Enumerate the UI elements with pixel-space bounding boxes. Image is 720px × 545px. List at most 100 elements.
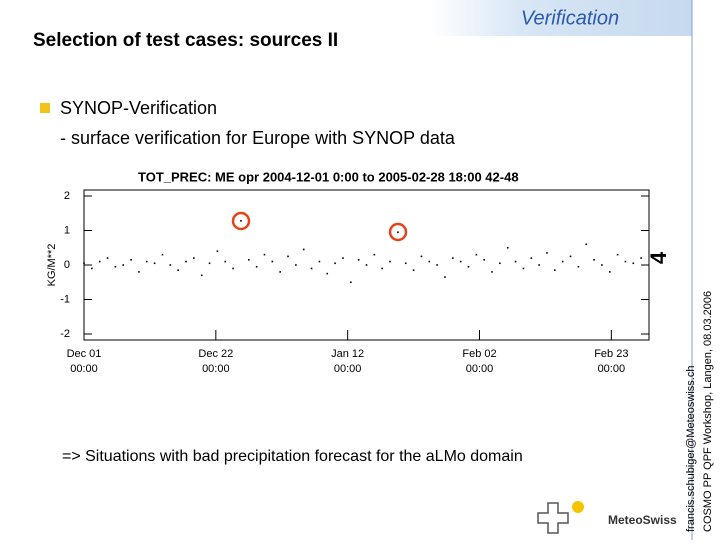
logo-cross (537, 502, 569, 534)
point (240, 220, 242, 222)
point (193, 257, 195, 259)
point (208, 262, 211, 265)
y-tick-label: 2 (64, 190, 70, 202)
point (122, 264, 125, 266)
point (365, 264, 368, 266)
slide-title: Selection of test cases: sources II (33, 30, 338, 51)
page-number: 4 (646, 251, 671, 264)
point (585, 243, 588, 246)
point (522, 267, 525, 270)
point (546, 252, 548, 254)
x-tick-label: Feb 23 (594, 348, 628, 360)
point (138, 271, 140, 273)
x-tick-label: Dec 22 (198, 348, 233, 360)
point (153, 262, 156, 265)
point (506, 246, 509, 249)
point (373, 253, 376, 256)
y-axis-label: KG/M**2 (46, 244, 58, 287)
point (381, 267, 383, 270)
side-event: COSMO PP QPF Workshop, Langen, 08.03.200… (702, 291, 714, 532)
point (224, 260, 227, 263)
point (161, 253, 164, 256)
point (499, 262, 501, 265)
point (436, 264, 438, 266)
point (318, 260, 321, 263)
header-bar (430, 0, 692, 36)
side-email: francis.schubiger@Meteoswiss.ch (685, 366, 697, 532)
point (232, 267, 234, 270)
point (412, 269, 415, 271)
highlight-circle (388, 222, 408, 242)
point (459, 260, 462, 263)
point (200, 274, 203, 277)
y-tick-label: 1 (64, 224, 70, 236)
point (616, 253, 619, 256)
point (601, 264, 603, 266)
point (169, 264, 172, 266)
point (608, 271, 611, 273)
chart-title: TOT_PREC: ME opr 2004-12-01 0:00 to 2005… (138, 169, 519, 184)
point (514, 260, 517, 263)
sub-bullet: - surface verification for Europe with S… (60, 128, 456, 148)
point (491, 271, 493, 273)
point (640, 257, 642, 259)
point (177, 269, 179, 271)
x-tick-label: 00:00 (598, 363, 626, 375)
point (397, 231, 399, 234)
point (130, 259, 132, 261)
point (452, 257, 454, 259)
x-tick-label: Dec 01 (67, 348, 102, 360)
point (569, 255, 572, 258)
point (279, 271, 281, 273)
point (98, 260, 101, 263)
point (475, 253, 478, 256)
logo-text: MeteoSwiss (608, 513, 677, 527)
point (444, 276, 446, 278)
point (577, 265, 580, 268)
y-tick-label: 0 (64, 259, 70, 271)
point (404, 262, 407, 265)
point (389, 260, 391, 263)
point (624, 260, 627, 263)
point (145, 260, 148, 263)
chart: -2 -1 0 1 2 Dec 01 00:00 Dec 22 00:00 Jan 12 00:00… (60, 189, 650, 375)
point (538, 264, 540, 266)
point (302, 248, 305, 251)
point (271, 260, 274, 263)
point (350, 281, 352, 284)
x-tick-label: Feb 02 (462, 348, 496, 360)
x-tick-label: Jan 12 (331, 348, 364, 360)
point (247, 259, 250, 261)
point (561, 260, 564, 263)
conclusion: => Situations with bad precipitation for… (62, 448, 523, 465)
point (106, 257, 109, 259)
point (334, 262, 336, 265)
header-tag: Verification (521, 7, 619, 29)
bullet-icon (40, 103, 50, 113)
point (632, 262, 635, 265)
point (357, 259, 360, 261)
point (428, 260, 431, 263)
point (91, 267, 93, 270)
point (114, 265, 117, 268)
point (310, 267, 313, 270)
point (530, 257, 533, 259)
point (326, 272, 329, 275)
x-tick-label: 00:00 (466, 363, 494, 375)
point (554, 269, 556, 271)
point (185, 260, 187, 263)
point (255, 265, 258, 268)
x-tick-label: 00:00 (70, 363, 98, 375)
point (420, 255, 423, 258)
point (483, 259, 486, 261)
y-tick-label: -2 (60, 328, 70, 340)
point (287, 255, 289, 258)
logo-sun (572, 501, 584, 513)
point (216, 250, 219, 252)
point (83, 262, 85, 265)
point (263, 253, 266, 256)
highlight-circle (231, 211, 251, 231)
point (295, 264, 297, 266)
y-tick-label: -1 (60, 293, 70, 305)
